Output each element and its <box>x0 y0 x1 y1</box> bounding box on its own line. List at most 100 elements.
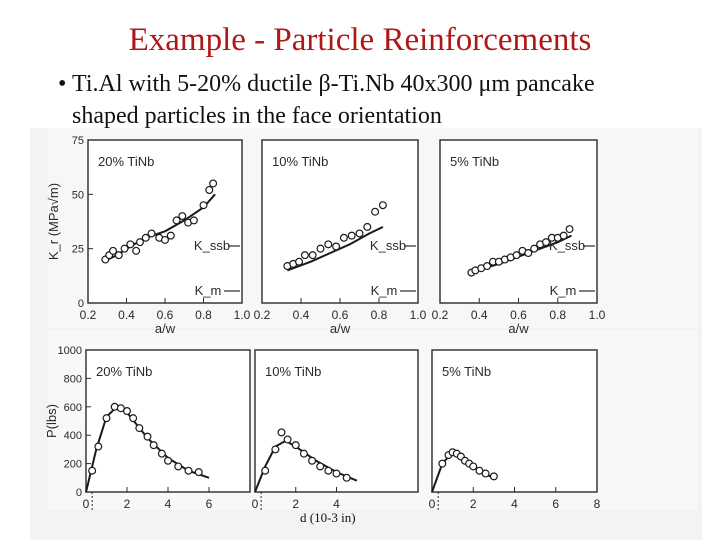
x-tick-label: 1.0 <box>410 308 427 322</box>
panel-label-4: 20% TiNb <box>96 364 152 379</box>
data-point <box>378 201 387 210</box>
data-point <box>469 462 478 471</box>
panel-frame-3 <box>439 139 598 304</box>
x-tick-label: 0.8 <box>371 308 388 322</box>
data-point <box>308 251 317 260</box>
x-axis-label-3: a/w <box>508 321 529 336</box>
y-tick-label: 50 <box>72 189 84 201</box>
data-point <box>205 185 214 194</box>
y-axis-label-4: P(lbs) <box>44 404 59 438</box>
data-point <box>324 466 333 475</box>
data-point <box>174 462 183 471</box>
x-tick-label: 0.2 <box>254 308 271 322</box>
panel-frame-6 <box>431 349 598 493</box>
y-tick-label: 400 <box>64 430 82 442</box>
data-point <box>178 212 187 221</box>
x-axis-label-2: a/w <box>330 321 351 336</box>
x-tick-label: 4 <box>511 497 518 511</box>
data-point <box>332 242 341 251</box>
data-point <box>88 466 97 475</box>
x-tick-label: 0.4 <box>118 308 135 322</box>
y-axis-label-1: K_r (MPa√m) <box>46 183 61 260</box>
data-point <box>109 246 118 255</box>
annotation-km: K_m <box>371 283 398 298</box>
annotation-km: K_m <box>195 283 222 298</box>
panel-frame-5 <box>254 349 419 493</box>
data-point <box>209 179 218 188</box>
x-tick-label: 2 <box>292 497 299 511</box>
data-point <box>316 244 325 253</box>
data-point <box>565 225 574 234</box>
fit-curve-2 <box>287 226 384 272</box>
x-tick-label: 2 <box>470 497 477 511</box>
data-point <box>277 428 286 437</box>
data-point <box>530 244 539 253</box>
data-point <box>324 240 333 249</box>
y-tick-label: 25 <box>72 244 84 256</box>
data-point <box>481 469 490 478</box>
panel-label-1: 20% TiNb <box>98 154 154 169</box>
data-point <box>363 222 372 231</box>
data-point <box>489 472 498 481</box>
x-tick-label: 2 <box>124 497 131 511</box>
data-point <box>184 466 193 475</box>
data-point <box>172 216 181 225</box>
data-point <box>261 466 270 475</box>
data-point <box>316 462 325 471</box>
data-point <box>512 251 521 260</box>
x-tick-label: 0 <box>252 497 259 511</box>
panel-label-5: 10% TiNb <box>265 364 321 379</box>
x-tick-label: 1.0 <box>589 308 606 322</box>
data-point <box>122 407 131 416</box>
x-tick-label: 0.8 <box>549 308 566 322</box>
data-point <box>371 207 380 216</box>
data-point <box>559 231 568 240</box>
y-tick-label: 0 <box>76 487 82 499</box>
panel-label-3: 5% TiNb <box>450 154 499 169</box>
x-tick-label: 0.6 <box>510 308 527 322</box>
data-point <box>120 244 129 253</box>
panel-label-2: 10% TiNb <box>272 154 328 169</box>
data-point <box>147 229 156 238</box>
data-point <box>126 240 135 249</box>
data-point <box>355 229 364 238</box>
x-tick-label: 6 <box>552 497 559 511</box>
data-point <box>141 233 150 242</box>
data-point <box>283 435 292 444</box>
x-tick-label: 0.8 <box>195 308 212 322</box>
panel-frame-2 <box>261 139 419 304</box>
data-point <box>342 473 351 482</box>
x-tick-label: 6 <box>206 497 213 511</box>
bullet-dot: • <box>58 71 67 97</box>
data-point <box>295 257 304 266</box>
x-tick-label: 8 <box>594 497 601 511</box>
data-point <box>157 449 166 458</box>
x-tick-label: 4 <box>165 497 172 511</box>
x-tick-label: 0.6 <box>332 308 349 322</box>
data-point <box>199 201 208 210</box>
x-tick-label: 0 <box>429 497 436 511</box>
data-point <box>541 238 550 247</box>
y-tick-label: 800 <box>64 373 82 385</box>
data-point <box>149 441 158 450</box>
panel-frame-1 <box>87 139 243 304</box>
data-point <box>164 456 173 465</box>
data-point <box>332 469 341 478</box>
data-point <box>339 233 348 242</box>
x-axis-caption: d (10-3 in) <box>300 510 356 525</box>
data-point <box>94 442 103 451</box>
x-tick-label: 0.6 <box>157 308 174 322</box>
annotation-kssb: K_ssb <box>370 238 406 253</box>
data-point <box>161 235 170 244</box>
bullet-line-1: Ti.Al with 5-20% ductile β-Ti.Nb 40x300 … <box>72 71 595 97</box>
x-tick-label: 1.0 <box>234 308 251 322</box>
data-point <box>308 456 317 465</box>
annotation-kssb: K_ssb <box>194 238 230 253</box>
data-point <box>132 246 141 255</box>
data-point <box>166 231 175 240</box>
x-tick-label: 0.4 <box>471 308 488 322</box>
slide-title: Example - Particle Reinforcements <box>128 22 592 58</box>
annotation-kssb: K_ssb <box>549 238 585 253</box>
x-axis-label-1: a/w <box>155 321 176 336</box>
